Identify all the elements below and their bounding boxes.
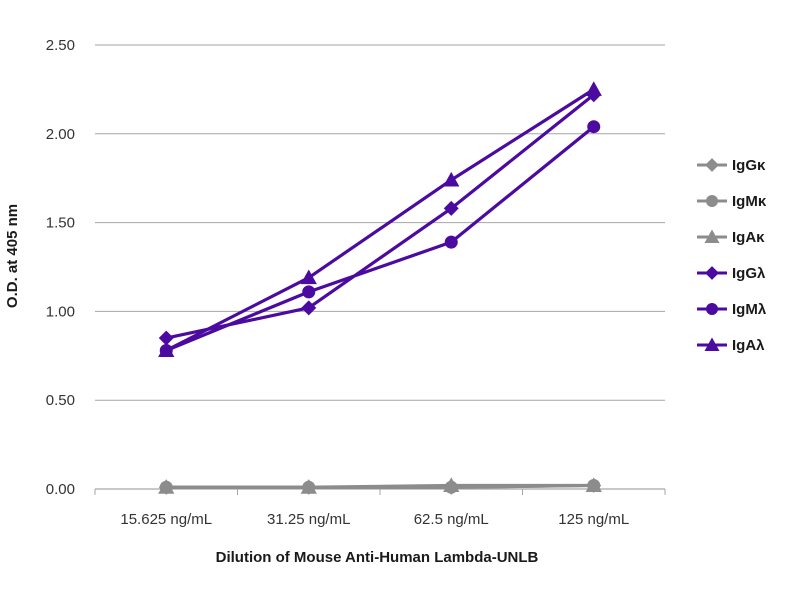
x-tick-label: 15.625 ng/mL	[120, 511, 212, 528]
data-point	[443, 200, 459, 216]
series-layer	[158, 81, 602, 495]
data-point	[300, 479, 317, 494]
y-tick-label: 2.00	[46, 126, 75, 143]
x-tick-label: 62.5 ng/mL	[414, 511, 489, 528]
legend-label: IgGκ	[732, 157, 766, 174]
data-point	[301, 300, 317, 316]
data-point	[585, 81, 602, 96]
y-tick-label: 1.00	[46, 303, 75, 320]
data-point	[585, 477, 602, 492]
data-point	[587, 120, 601, 134]
x-tick-label: 31.25 ng/mL	[267, 511, 350, 528]
legend-layer: IgGκ IgMκ IgAκ IgGλ IgMλ IgAλ	[697, 157, 767, 354]
series-line	[165, 125, 595, 352]
legend-label: IgMλ	[732, 301, 767, 318]
legend-marker	[705, 158, 719, 172]
legend-label: IgAκ	[732, 229, 765, 246]
y-tick-label: 2.50	[46, 37, 75, 54]
axis-layer: 0.00 0.50 1.00 1.50 2.00 2.50 15.625 ng/mL 31.2…	[46, 37, 666, 528]
legend-label: IgMκ	[732, 193, 767, 210]
x-axis-title: Dilution of Mouse Anti-Human Lambda-UNLB	[216, 549, 539, 566]
legend-label: IgGλ	[732, 265, 766, 282]
y-tick-label: 1.50	[46, 215, 75, 232]
legend-label: IgAλ	[732, 337, 765, 354]
data-point	[302, 285, 316, 299]
series-line	[166, 483, 594, 489]
y-axis-title: O.D. at 405 nm	[4, 204, 21, 308]
data-point	[158, 342, 175, 357]
data-point	[158, 479, 175, 494]
y-tick-label: 0.00	[46, 481, 75, 498]
data-point	[300, 269, 317, 285]
y-tick-label: 0.50	[46, 392, 75, 409]
series-line	[165, 88, 595, 352]
data-point	[444, 235, 458, 249]
series-line	[165, 93, 595, 340]
x-tick-label: 125 ng/mL	[558, 511, 629, 528]
data-point	[443, 477, 460, 492]
data-point	[443, 171, 460, 187]
legend-marker	[705, 266, 719, 280]
legend-marker	[706, 303, 718, 315]
legend-marker	[704, 337, 720, 351]
legend-marker	[704, 229, 720, 243]
legend-marker	[706, 195, 718, 207]
data-point	[158, 330, 174, 346]
